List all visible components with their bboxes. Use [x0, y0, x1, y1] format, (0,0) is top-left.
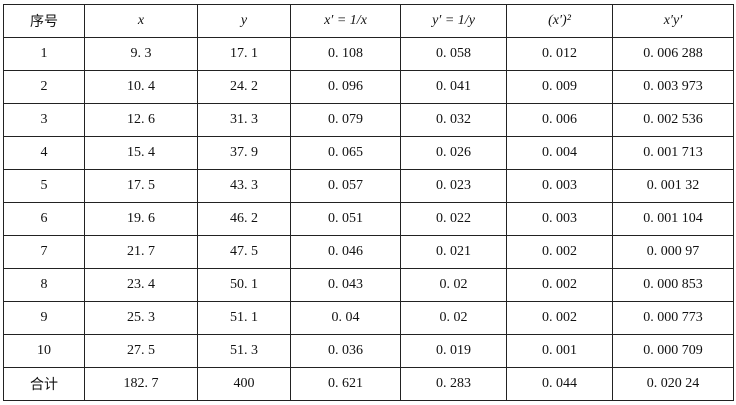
table-cell: 46. 2 [197, 202, 291, 236]
table-cell: 9 [3, 301, 85, 335]
table-cell: 3 [3, 103, 85, 137]
table-cell: 6 [3, 202, 85, 236]
header-cell: (x′)² [506, 4, 613, 38]
table-cell: 0. 065 [290, 136, 401, 170]
table-cell: 2 [3, 70, 85, 104]
table-cell: 50. 1 [197, 268, 291, 302]
table-row: 5 17. 5 43. 3 0. 057 0. 023 0. 003 0. 001 32 [3, 169, 734, 203]
table-cell: 0. 001 104 [612, 202, 734, 236]
table-cell: 0. 004 [506, 136, 613, 170]
table-cell: 0. 079 [290, 103, 401, 137]
table-cell: 0. 002 [506, 235, 613, 269]
table-cell: 21. 7 [84, 235, 198, 269]
table-row: 6 19. 6 46. 2 0. 051 0. 022 0. 003 0. 001 104 [3, 202, 734, 236]
table-row: 1 9. 3 17. 1 0. 108 0. 058 0. 012 0. 006 288 [3, 37, 734, 71]
table-cell: 0. 003 [506, 202, 613, 236]
data-table: 序号 x y x′ = 1/x y′ = 1/y (x′)² x′y′ 1 9. 3 17. 1… [3, 4, 734, 401]
table-cell: 0. 041 [400, 70, 507, 104]
table-cell: 0. 000 773 [612, 301, 734, 335]
table-cell: 0. 044 [506, 367, 613, 401]
table-cell: 43. 3 [197, 169, 291, 203]
table-cell: 27. 5 [84, 334, 198, 368]
table-row: 3 12. 6 31. 3 0. 079 0. 032 0. 006 0. 002 536 [3, 103, 734, 137]
table-cell: 0. 002 536 [612, 103, 734, 137]
table-cell: 0. 021 [400, 235, 507, 269]
header-cell: x [84, 4, 198, 38]
table-cell: 0. 002 [506, 301, 613, 335]
table-cell: 0. 019 [400, 334, 507, 368]
table-cell: 0. 000 97 [612, 235, 734, 269]
table-cell: 400 [197, 367, 291, 401]
table-cell: 0. 026 [400, 136, 507, 170]
table-cell: 0. 058 [400, 37, 507, 71]
table-cell: 19. 6 [84, 202, 198, 236]
table-cell: 0. 02 [400, 301, 507, 335]
table-cell: 0. 002 [506, 268, 613, 302]
table-cell: 0. 032 [400, 103, 507, 137]
table-cell: 0. 000 853 [612, 268, 734, 302]
table-cell: 31. 3 [197, 103, 291, 137]
header-cell: y [197, 4, 291, 38]
table-cell: 合计 [3, 367, 85, 401]
table-cell: 0. 022 [400, 202, 507, 236]
table-cell: 0. 108 [290, 37, 401, 71]
table-cell: 51. 1 [197, 301, 291, 335]
table-cell: 0. 006 [506, 103, 613, 137]
table-cell: 51. 3 [197, 334, 291, 368]
table-cell: 0. 051 [290, 202, 401, 236]
table-cell: 0. 001 32 [612, 169, 734, 203]
table-cell: 10. 4 [84, 70, 198, 104]
table-cell: 0. 001 713 [612, 136, 734, 170]
header-cell: y′ = 1/y [400, 4, 507, 38]
table-row: 合计 182. 7 400 0. 621 0. 283 0. 044 0. 020 24 [3, 367, 734, 401]
table-cell: 10 [3, 334, 85, 368]
table-cell: 0. 012 [506, 37, 613, 71]
table-cell: 17. 5 [84, 169, 198, 203]
table-cell: 0. 023 [400, 169, 507, 203]
table-cell: 0. 003 973 [612, 70, 734, 104]
table-cell: 0. 046 [290, 235, 401, 269]
table-cell: 8 [3, 268, 85, 302]
table-cell: 7 [3, 235, 85, 269]
table-cell: 0. 621 [290, 367, 401, 401]
table-cell: 0. 020 24 [612, 367, 734, 401]
header-cell: 序号 [3, 4, 85, 38]
table-cell: 4 [3, 136, 85, 170]
table-cell: 0. 009 [506, 70, 613, 104]
table-cell: 37. 9 [197, 136, 291, 170]
table-cell: 182. 7 [84, 367, 198, 401]
table-row: 9 25. 3 51. 1 0. 04 0. 02 0. 002 0. 000 773 [3, 301, 734, 335]
table-cell: 12. 6 [84, 103, 198, 137]
table-cell: 17. 1 [197, 37, 291, 71]
header-cell: x′ = 1/x [290, 4, 401, 38]
table-cell: 0. 001 [506, 334, 613, 368]
table-cell: 47. 5 [197, 235, 291, 269]
table-cell: 0. 04 [290, 301, 401, 335]
table-cell: 15. 4 [84, 136, 198, 170]
header-row: 序号 x y x′ = 1/x y′ = 1/y (x′)² x′y′ [3, 4, 734, 38]
table-cell: 1 [3, 37, 85, 71]
table-cell: 0. 043 [290, 268, 401, 302]
table-row: 4 15. 4 37. 9 0. 065 0. 026 0. 004 0. 001 713 [3, 136, 734, 170]
table-row: 7 21. 7 47. 5 0. 046 0. 021 0. 002 0. 000 97 [3, 235, 734, 269]
table-row: 2 10. 4 24. 2 0. 096 0. 041 0. 009 0. 003 973 [3, 70, 734, 104]
table-cell: 23. 4 [84, 268, 198, 302]
table-cell: 0. 000 709 [612, 334, 734, 368]
table-cell: 0. 057 [290, 169, 401, 203]
table-cell: 0. 283 [400, 367, 507, 401]
table-cell: 24. 2 [197, 70, 291, 104]
table-cell: 0. 036 [290, 334, 401, 368]
header-cell: x′y′ [612, 4, 734, 38]
table-cell: 9. 3 [84, 37, 198, 71]
table-cell: 0. 003 [506, 169, 613, 203]
table-cell: 25. 3 [84, 301, 198, 335]
table-cell: 5 [3, 169, 85, 203]
table-cell: 0. 096 [290, 70, 401, 104]
table-row: 8 23. 4 50. 1 0. 043 0. 02 0. 002 0. 000 853 [3, 268, 734, 302]
table-row: 10 27. 5 51. 3 0. 036 0. 019 0. 001 0. 000 709 [3, 334, 734, 368]
table-cell: 0. 02 [400, 268, 507, 302]
table-cell: 0. 006 288 [612, 37, 734, 71]
